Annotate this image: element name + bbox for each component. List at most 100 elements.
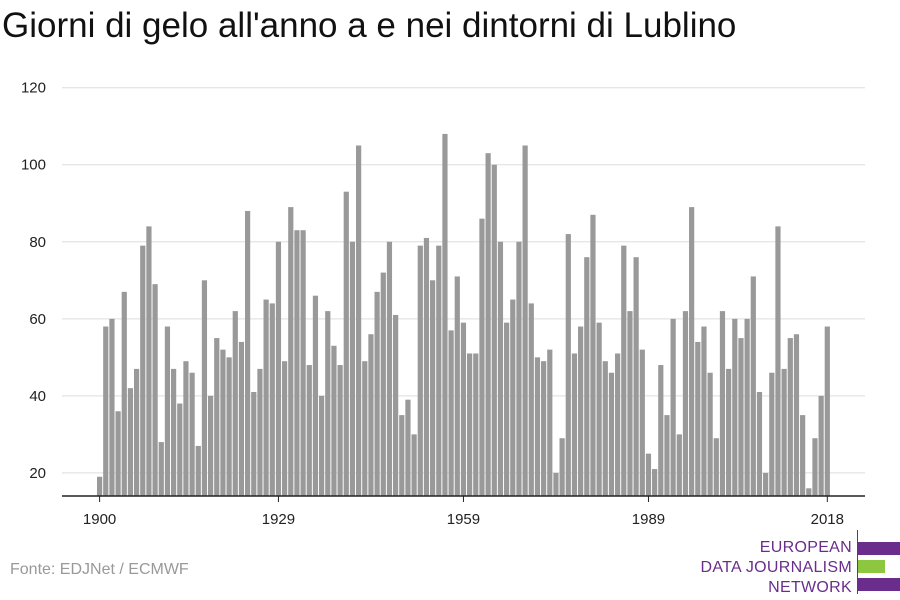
bar-1906 — [134, 368, 140, 496]
bar-1944 — [368, 334, 374, 496]
bar-1997 — [695, 341, 701, 496]
bar-1991 — [658, 365, 664, 496]
bar-2006 — [750, 276, 756, 496]
y-tick-label-120: 120 — [21, 80, 46, 97]
bar-1916 — [195, 445, 201, 496]
bar-1940 — [343, 191, 349, 496]
bar-1945 — [374, 291, 380, 496]
bar-2003 — [732, 318, 738, 496]
bar-2004 — [738, 338, 744, 496]
bar-2013 — [793, 334, 800, 496]
bar-1951 — [411, 434, 417, 496]
bar-1990 — [652, 469, 658, 496]
y-tick-label-20: 20 — [29, 465, 46, 482]
bar-1938 — [331, 345, 337, 496]
bar-1986 — [627, 311, 633, 496]
edjnet-logo[interactable]: EUROPEAN DATA JOURNALISM NETWORK — [700, 530, 900, 596]
bars — [97, 133, 830, 497]
bar-1963 — [485, 153, 491, 496]
bar-1978 — [578, 326, 584, 496]
bar-1912 — [171, 368, 177, 496]
bar-1909 — [152, 284, 158, 496]
bar-1901 — [103, 326, 109, 496]
bar-1979 — [584, 257, 590, 496]
bar-1904 — [121, 291, 127, 496]
bar-1971 — [534, 357, 541, 496]
logo-line-2: DATA JOURNALISM — [700, 559, 852, 576]
bar-1992 — [664, 415, 670, 496]
bar-1980 — [590, 214, 596, 496]
bar-1931 — [288, 207, 294, 496]
x-tick-label-1959: 1959 — [447, 511, 480, 528]
bar-1999 — [707, 372, 713, 496]
bar-2008 — [763, 472, 769, 496]
bar-1930 — [282, 361, 288, 496]
source-note: Fonte: EDJNet / ECMWF — [10, 561, 189, 578]
bar-1948 — [393, 314, 399, 496]
bar-1920 — [220, 349, 226, 496]
bar-1969 — [522, 145, 528, 496]
bar-1962 — [479, 218, 485, 496]
bar-1966 — [504, 322, 510, 496]
bar-1939 — [337, 365, 343, 496]
y-tick-label-80: 80 — [29, 234, 46, 251]
bar-1941 — [349, 241, 356, 496]
bar-1946 — [380, 272, 386, 496]
bar-1921 — [226, 357, 232, 496]
bar-1905 — [127, 388, 134, 496]
chart-title: Giorni di gelo all'anno a e nei dintorni… — [2, 6, 737, 45]
bar-1954 — [430, 280, 436, 496]
bar-1902 — [109, 318, 115, 496]
bar-1907 — [140, 245, 146, 496]
bar-1965 — [497, 241, 504, 496]
y-tick-label-60: 60 — [29, 311, 46, 328]
logo-bar-1 — [858, 542, 900, 555]
bar-1984 — [615, 353, 621, 496]
bar-2011 — [781, 368, 787, 496]
bar-1996 — [689, 207, 695, 496]
bar-1918 — [208, 395, 214, 496]
bar-1927 — [263, 299, 269, 496]
y-tick-label-40: 40 — [29, 388, 46, 405]
bar-1970 — [528, 303, 534, 496]
logo-divider — [857, 530, 858, 594]
x-tick-label-1900: 1900 — [83, 511, 116, 528]
bar-2000 — [713, 438, 719, 496]
bar-1974 — [553, 472, 559, 496]
bar-1973 — [547, 349, 553, 496]
bar-1998 — [701, 326, 707, 496]
bar-1977 — [571, 353, 578, 496]
bar-1923 — [238, 341, 245, 496]
bar-1925 — [251, 392, 257, 496]
bar-1955 — [436, 245, 442, 496]
bar-1919 — [214, 338, 220, 496]
bar-1956 — [442, 133, 448, 497]
bar-1952 — [417, 245, 423, 496]
bar-2001 — [719, 311, 726, 496]
bar-1900 — [97, 476, 103, 496]
bar-1935 — [312, 295, 319, 496]
bar-2018 — [824, 326, 830, 496]
logo-text: EUROPEAN DATA JOURNALISM NETWORK — [701, 538, 852, 598]
bar-1943 — [362, 361, 368, 496]
bar-1961 — [473, 353, 479, 496]
bar-1975 — [559, 438, 565, 496]
bar-1929 — [275, 241, 282, 496]
logo-line-3: NETWORK — [768, 579, 852, 596]
bar-2007 — [756, 392, 763, 496]
bar-1995 — [682, 311, 689, 496]
logo-line-1: EUROPEAN — [759, 539, 852, 556]
bar-2009 — [769, 372, 775, 496]
bar-1968 — [516, 241, 522, 496]
bar-2015 — [806, 488, 812, 496]
bar-1957 — [448, 330, 454, 496]
x-tick-label-1929: 1929 — [262, 511, 295, 528]
bar-1928 — [269, 303, 275, 496]
bar-2010 — [775, 226, 781, 497]
bar-1924 — [245, 210, 251, 497]
bar-1976 — [565, 234, 571, 496]
logo-bar-2 — [858, 560, 885, 573]
bar-1917 — [201, 280, 208, 496]
bar-2002 — [726, 368, 732, 496]
